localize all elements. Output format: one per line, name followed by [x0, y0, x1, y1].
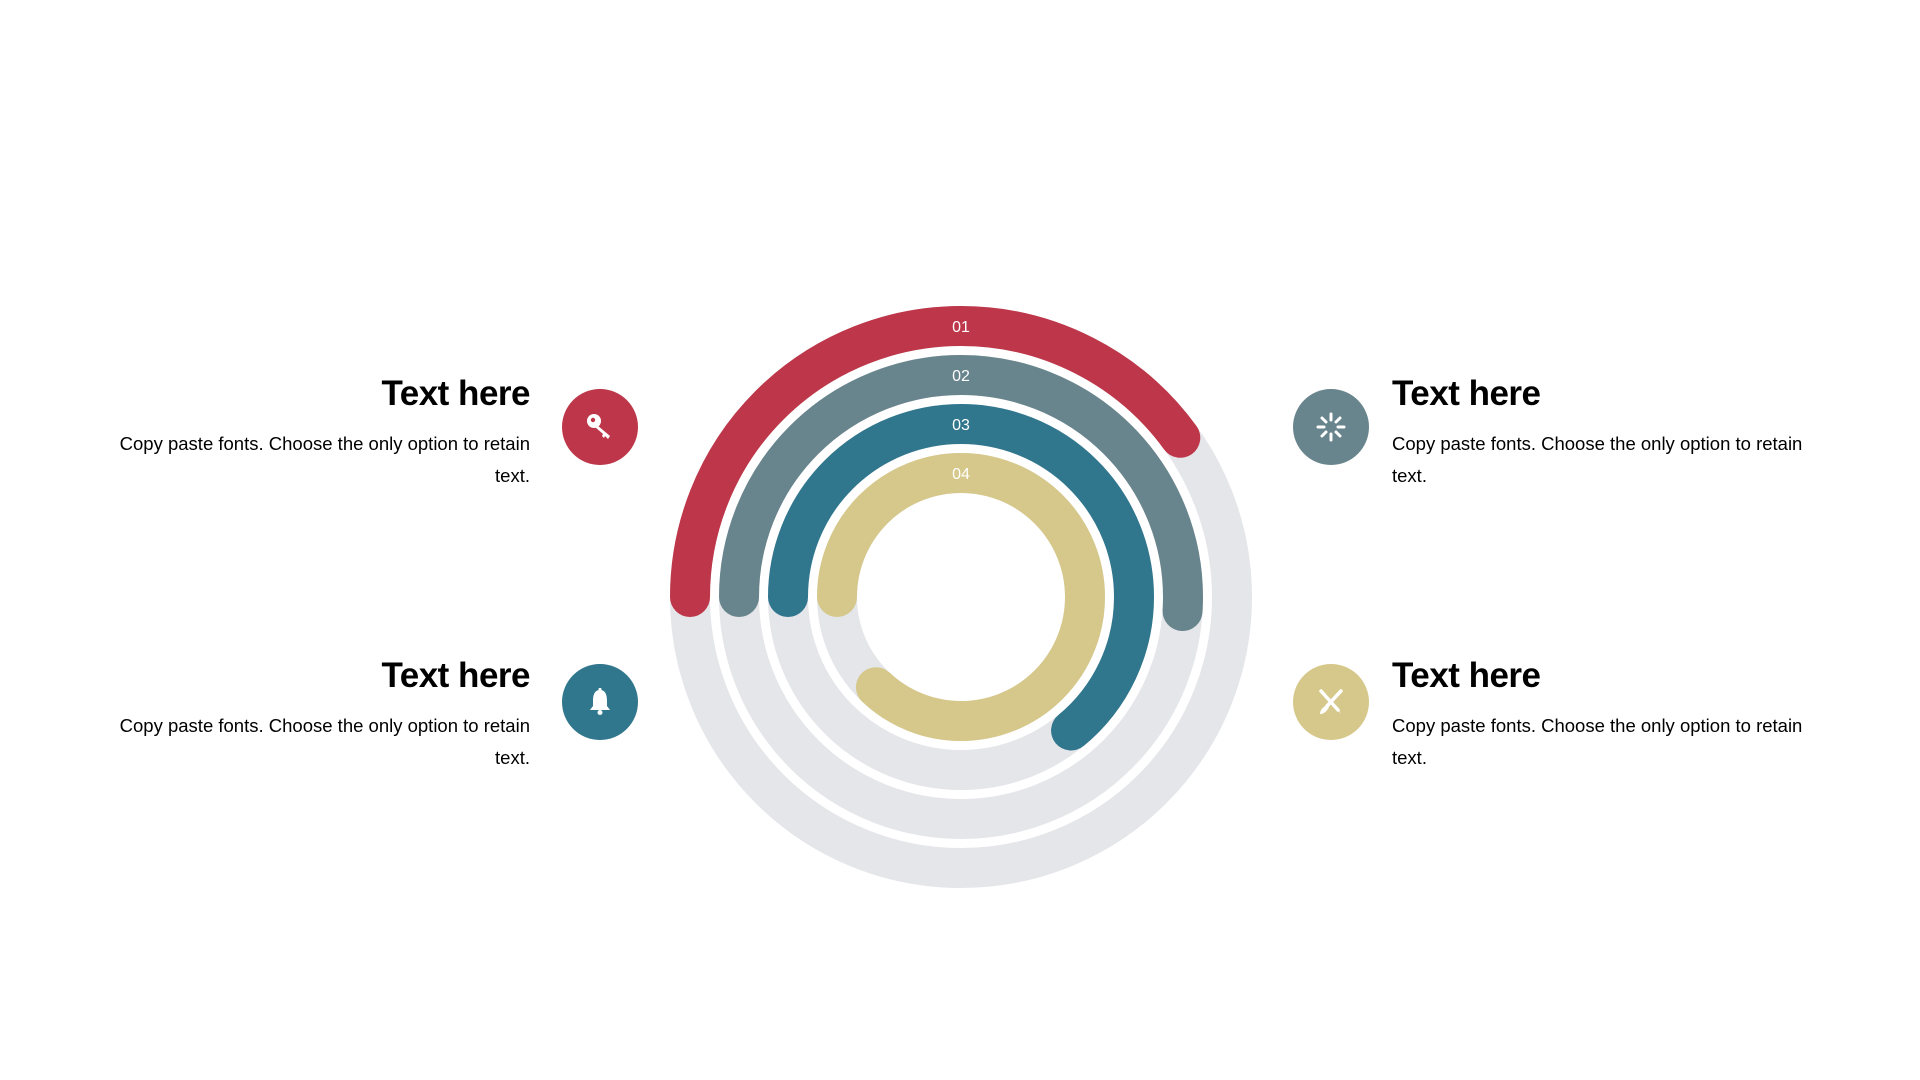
item-4-title: Text here: [1392, 656, 1541, 695]
item-1-title: Text here: [381, 374, 530, 413]
item-3-title: Text here: [381, 656, 530, 695]
ring-label-01: 01: [952, 319, 970, 336]
ring-bar-01: [670, 306, 1252, 888]
bell-icon: [590, 687, 610, 715]
item-2-title: Text here: [1392, 374, 1541, 413]
key-icon: [587, 414, 610, 439]
item-3-icon-badge: [562, 664, 638, 740]
item-4: Text here Copy paste fonts. Choose the o…: [1392, 656, 1812, 774]
item-1-icon-badge: [562, 389, 638, 465]
item-1-body: Copy paste fonts. Choose the only option…: [119, 433, 530, 486]
item-2-body: Copy paste fonts. Choose the only option…: [1392, 433, 1803, 486]
item-1: Text here Copy paste fonts. Choose the o…: [110, 374, 531, 492]
ring-bar-03: [768, 404, 1154, 790]
ring-label-03: 03: [952, 417, 970, 434]
loading-icon: [1316, 412, 1346, 442]
ring-bar-04: [817, 453, 1105, 741]
item-3-body: Copy paste fonts. Choose the only option…: [119, 715, 530, 768]
item-2-icon-badge: [1293, 389, 1369, 465]
ring-label-02: 02: [952, 368, 970, 385]
ring-label-04: 04: [952, 466, 970, 483]
item-2: Text here Copy paste fonts. Choose the o…: [1392, 374, 1812, 492]
item-4-body: Copy paste fonts. Choose the only option…: [1392, 715, 1803, 768]
design-tools-icon: [1319, 689, 1343, 714]
item-3: Text here Copy paste fonts. Choose the o…: [110, 656, 531, 774]
item-4-icon-badge: [1293, 664, 1369, 740]
ring-bar-02: [719, 355, 1203, 839]
